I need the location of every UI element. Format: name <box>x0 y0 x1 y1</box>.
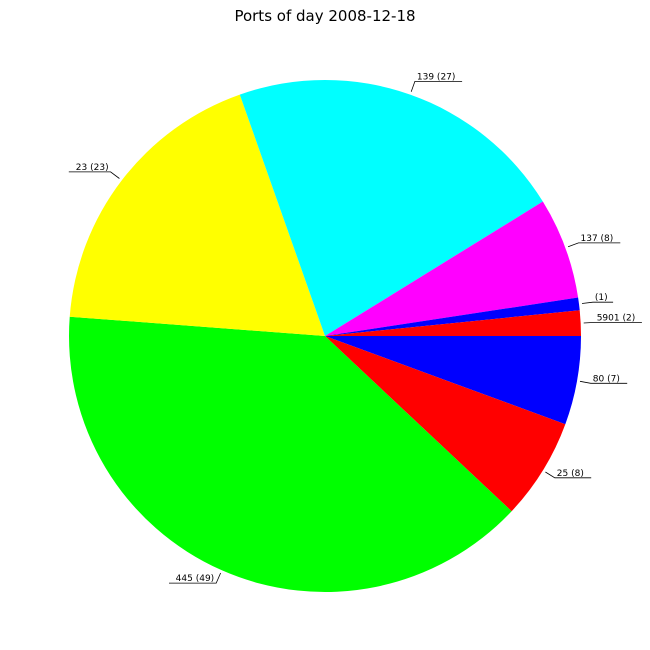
label-leader-line <box>567 242 621 248</box>
pie-slice <box>325 336 581 425</box>
pie-slice <box>239 79 543 336</box>
pie-slice <box>325 297 580 336</box>
label-leader-line <box>68 171 120 179</box>
pie-slice <box>325 310 581 336</box>
label-leader-line <box>545 471 592 479</box>
pie-slice <box>325 201 579 336</box>
chart-title: Ports of day 2008-12-18 <box>234 7 416 25</box>
pie-slice <box>69 316 512 592</box>
pie-slice <box>325 336 566 512</box>
slice-label: 80 (7) <box>593 374 620 384</box>
label-leader-line <box>583 321 642 324</box>
slice-label: 23 (23) <box>76 163 109 173</box>
slice-label: 445 (49) <box>176 574 215 584</box>
slice-label: 137 (8) <box>581 234 614 244</box>
slice-label: 5901 (2) <box>597 313 636 323</box>
pie-slice <box>69 94 325 336</box>
label-leader-line <box>410 81 463 92</box>
slice-label: 25 (8) <box>557 469 584 479</box>
label-leader-line <box>169 572 221 584</box>
slice-label: 139 (27) <box>417 72 456 82</box>
label-leader-line <box>579 380 628 384</box>
label-leader-line <box>581 301 614 304</box>
slice-label: (1) <box>595 293 608 303</box>
